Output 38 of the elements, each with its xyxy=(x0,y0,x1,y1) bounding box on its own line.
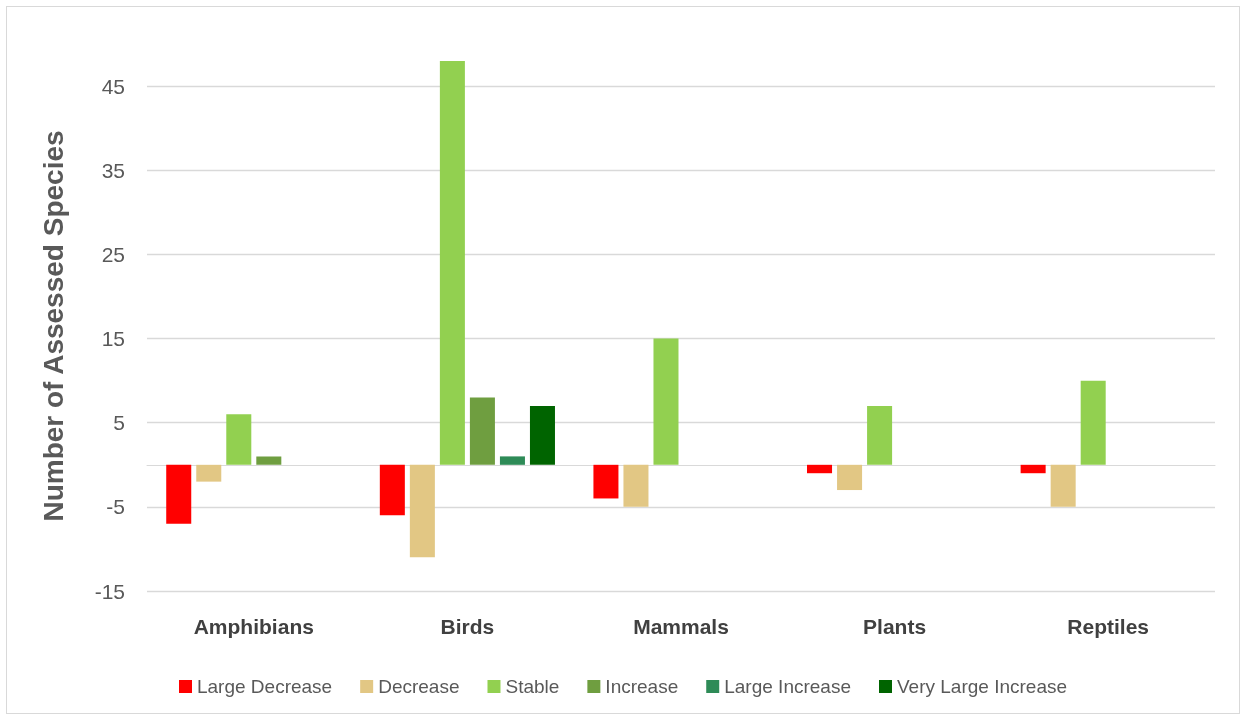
bar xyxy=(529,405,555,465)
y-tick-label: 35 xyxy=(101,158,125,182)
x-tick-label: Mammals xyxy=(633,615,729,638)
legend-label: Large Increase xyxy=(724,676,851,697)
bar xyxy=(469,397,495,465)
y-axis-title: Number of Assessed Species xyxy=(37,130,69,522)
bar xyxy=(807,464,833,474)
bar xyxy=(593,464,619,499)
bar xyxy=(1050,464,1076,507)
bar xyxy=(226,414,252,465)
bar xyxy=(499,456,525,465)
y-tick-label: 15 xyxy=(101,327,125,351)
x-tick-label: Birds xyxy=(440,615,495,638)
y-tick-label: 25 xyxy=(101,242,125,266)
bar xyxy=(196,464,222,482)
bar xyxy=(409,464,435,558)
bar xyxy=(1020,464,1046,474)
y-tick-label: -5 xyxy=(106,495,125,519)
bar xyxy=(837,464,863,491)
x-tick-label: Amphibians xyxy=(193,615,314,638)
bar xyxy=(653,338,679,465)
bar xyxy=(867,405,893,465)
bar xyxy=(166,464,192,524)
y-tick-label: 5 xyxy=(113,411,125,435)
bar xyxy=(623,464,649,507)
legend-label: Large Decrease xyxy=(196,676,333,697)
bar xyxy=(379,464,405,516)
bar xyxy=(1080,380,1106,465)
x-tick-label: Reptiles xyxy=(1067,615,1150,638)
y-tick-label: -15 xyxy=(94,579,125,603)
legend-label: Decrease xyxy=(378,676,460,697)
bar xyxy=(256,456,282,465)
x-tick-label: Plants xyxy=(863,615,927,638)
legend-label: Stable xyxy=(505,676,560,697)
y-tick-label: 45 xyxy=(101,74,125,98)
bar xyxy=(439,61,465,465)
legend-label: Increase xyxy=(605,676,679,697)
legend-label: Very Large Increase xyxy=(896,676,1068,697)
